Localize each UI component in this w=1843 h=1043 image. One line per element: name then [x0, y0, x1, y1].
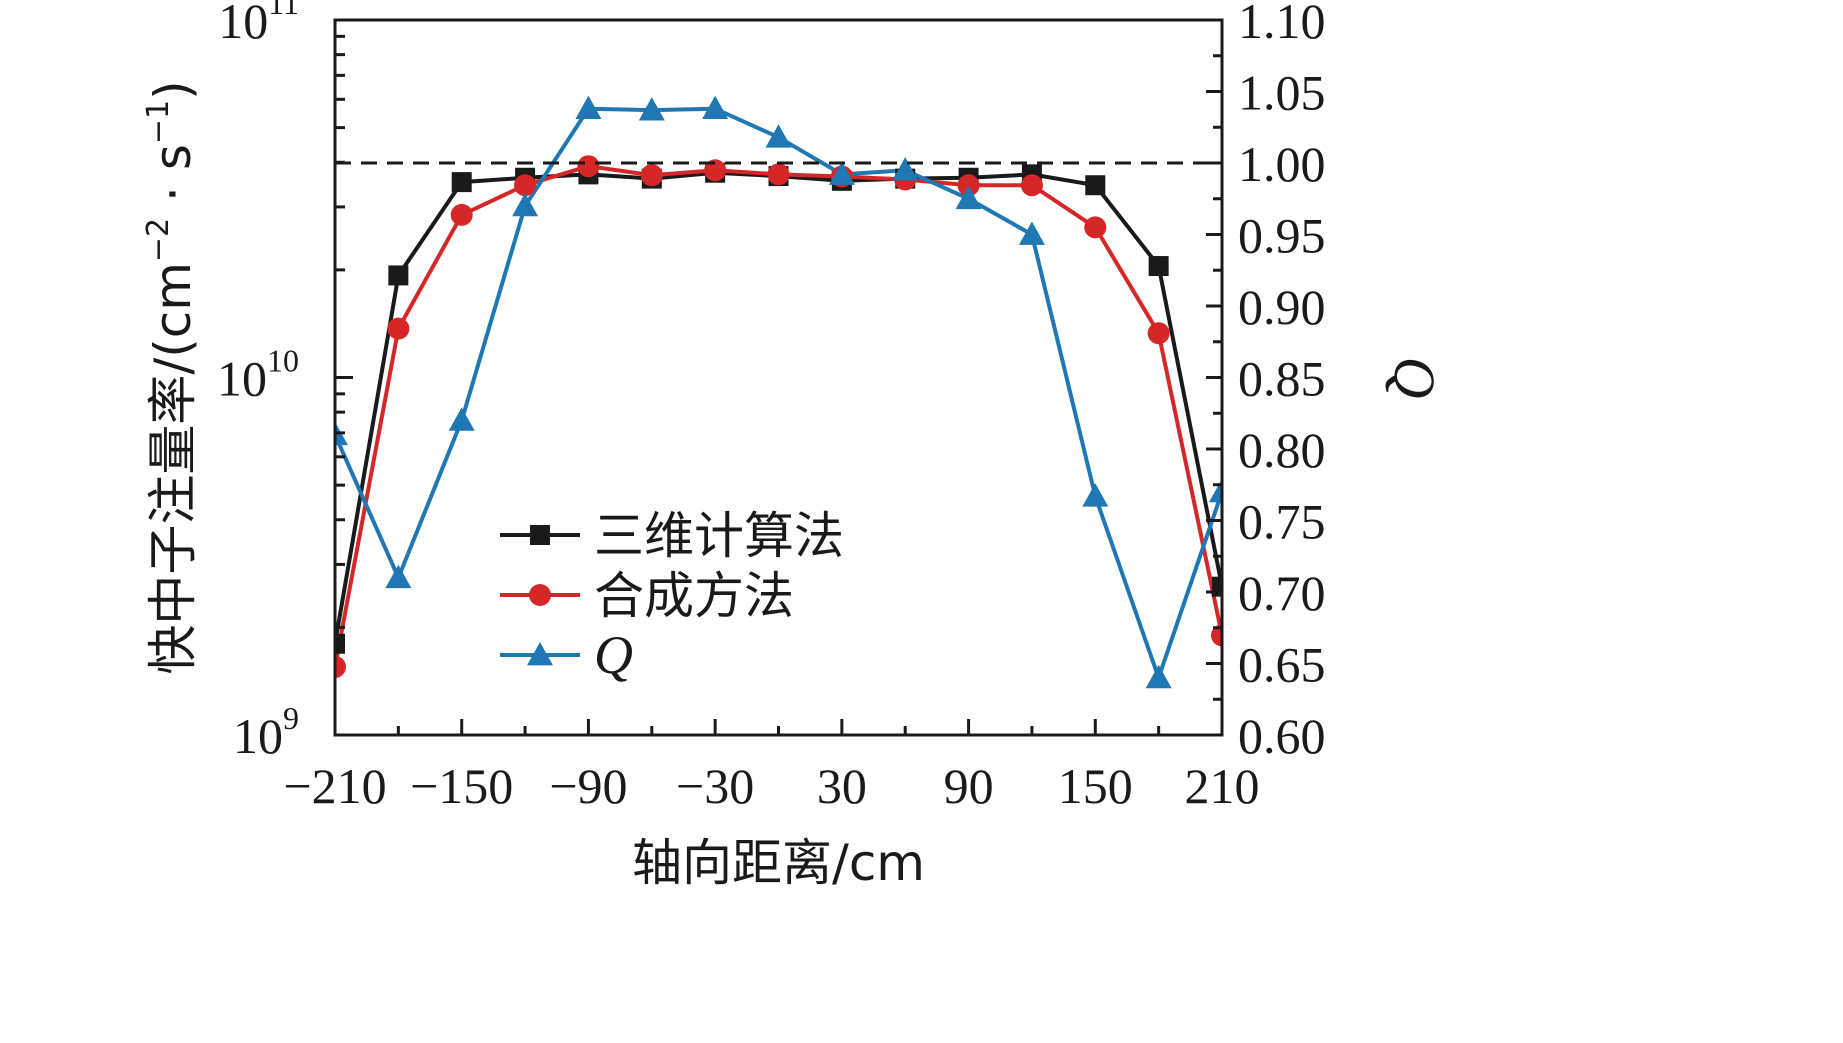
series-2-point — [955, 185, 982, 210]
series-1-point — [640, 164, 663, 187]
x-tick-label: 90 — [944, 758, 994, 814]
y-left-axis: 109 1010 1011 — [217, 0, 353, 764]
series-0-point — [451, 172, 472, 193]
series-2-point — [1145, 664, 1172, 689]
x-tick-label: −90 — [549, 758, 627, 814]
series-1-point — [1147, 322, 1170, 345]
series-1-point — [450, 203, 473, 226]
x-axis-title: 轴向距离/cm — [632, 834, 925, 892]
series-2-point — [575, 95, 602, 120]
y-left-title-main: 快中子注量率/(cm — [144, 262, 202, 675]
series-0-point — [335, 633, 345, 654]
series-1-point — [387, 317, 410, 340]
legend-marker-0 — [530, 525, 550, 545]
series-2-point — [702, 95, 729, 120]
x-tick-label: −210 — [283, 758, 386, 814]
series-1-point — [514, 174, 537, 197]
y-right-tick-label: 1.05 — [1238, 65, 1326, 121]
series-0-point — [1212, 576, 1222, 597]
series-0-point — [1085, 175, 1106, 196]
series-1-point — [1084, 216, 1107, 239]
x-tick-label: −30 — [676, 758, 754, 814]
y-left-title-mid: · s — [144, 144, 202, 218]
x-tick-label: 210 — [1185, 758, 1260, 814]
y-right-axis: 0.60 0.65 0.70 0.75 0.80 0.85 0.90 0.95 1.00 1.05… — [1206, 0, 1326, 764]
series-1-point — [957, 174, 980, 197]
series-0-point — [1148, 256, 1169, 277]
y-right-tick-label: 0.75 — [1238, 494, 1326, 550]
series-2-point — [892, 157, 919, 181]
series-0-point — [388, 265, 409, 286]
series-2-point — [1018, 221, 1045, 245]
series-2-point — [1082, 483, 1109, 507]
x-tick-label: 150 — [1058, 758, 1133, 814]
y-left-axis-title: 快中子注量率/(cm−2 · s−1) — [141, 80, 202, 674]
x-tick-label: −150 — [410, 758, 513, 814]
series-2-point — [638, 97, 665, 121]
x-axis: −210 −150 −90 −30 30 90 150 210 — [283, 719, 1260, 814]
x-tick-label: 30 — [817, 758, 867, 814]
y-left-tick-label: 1010 — [217, 343, 299, 407]
series-2-point — [765, 124, 792, 148]
y-right-tick-label: 1.00 — [1238, 136, 1326, 192]
series-2-point — [448, 407, 475, 431]
legend-label-1: 合成方法 — [594, 567, 794, 625]
y-right-tick-label: 0.95 — [1238, 208, 1326, 264]
y-left-tick-label: 1011 — [218, 0, 299, 49]
series-1-point — [335, 655, 346, 678]
y-right-tick-label: 0.70 — [1238, 565, 1326, 621]
series-2-point — [385, 564, 412, 589]
y-left-title-sup1: −2 — [141, 218, 176, 262]
y-left-title-end: ) — [144, 80, 202, 100]
y-right-tick-label: 0.90 — [1238, 279, 1326, 335]
y-right-axis-title: Q — [1382, 357, 1447, 399]
series-1-point — [577, 155, 600, 178]
y-right-tick-label: 0.85 — [1238, 351, 1326, 407]
legend-marker-1 — [529, 584, 551, 606]
y-right-tick-label: 0.80 — [1238, 422, 1326, 478]
legend-label-0: 三维计算法 — [594, 507, 844, 565]
y-left-title-sup2: −1 — [141, 100, 176, 144]
series-1-point — [1020, 174, 1043, 197]
series-1-point — [767, 163, 790, 186]
y-right-tick-label: 0.65 — [1238, 637, 1326, 693]
series-2-point — [512, 192, 539, 217]
series-1-point — [1211, 624, 1222, 647]
y-left-tick-label: 109 — [233, 700, 299, 764]
series-2-point — [828, 161, 855, 185]
y-right-tick-label: 0.60 — [1238, 708, 1326, 764]
legend-marker-2 — [527, 642, 553, 666]
y-right-tick-label: 1.10 — [1238, 0, 1326, 49]
legend-label-2: Q — [594, 625, 633, 685]
series-1-point — [704, 159, 727, 182]
plot-markers — [335, 95, 1222, 689]
